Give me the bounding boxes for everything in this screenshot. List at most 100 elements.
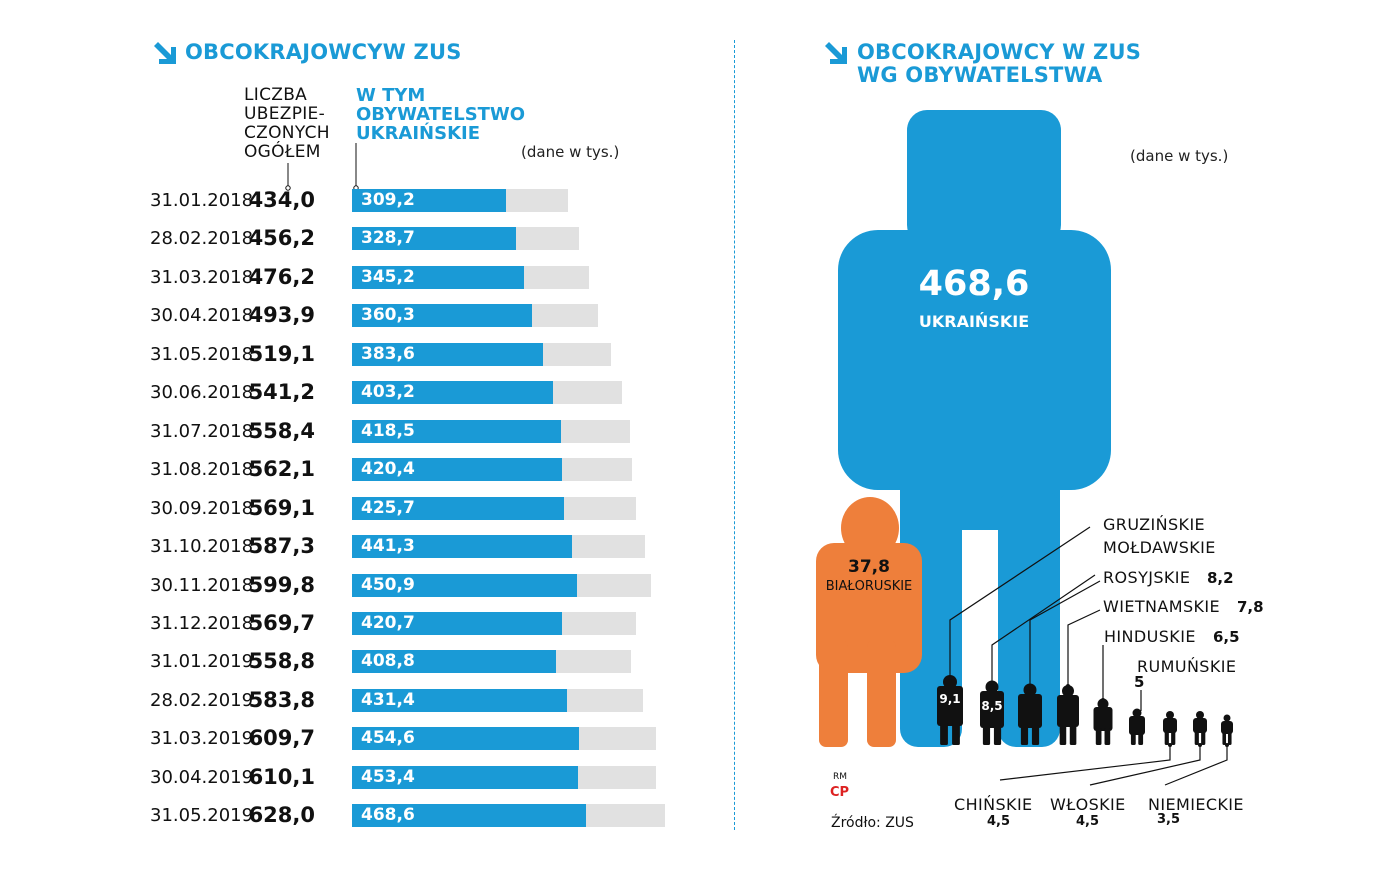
total-value: 610,1 — [248, 764, 315, 789]
figure-rosyjskie — [1018, 683, 1042, 745]
total-value: 569,1 — [248, 495, 315, 520]
bel-value: 37,8 — [848, 557, 890, 577]
bar-ukrainian: 453,4 — [352, 765, 579, 789]
bel-label: BIAŁORUSKIE — [825, 579, 913, 594]
bar-ukrainian: 403,2 — [352, 381, 553, 405]
source-note: Źródło: ZUS — [831, 815, 914, 831]
left-title: OBCOKRAJOWCYW ZUS — [185, 40, 462, 64]
date-label: 31.03.2018 — [150, 266, 254, 288]
belarusian-figure — [816, 497, 922, 747]
header-total-line: LICZBA — [244, 85, 308, 105]
date-label: 30.11.2018 — [150, 574, 254, 596]
bar-ukrainian: 431,4 — [352, 688, 568, 712]
ukr-value: 468,6 — [918, 264, 1030, 304]
leader-lines — [949, 526, 1228, 786]
header-total-line: CZONYCH — [244, 123, 330, 143]
label-rumunskie: RUMUŃSKIE — [1137, 657, 1237, 676]
date-label: 31.05.2019 — [150, 805, 254, 827]
label-hinduskie: HINDUSKIE — [1104, 627, 1196, 646]
date-label: 28.02.2019 — [150, 689, 254, 711]
total-value: 628,0 — [248, 803, 315, 828]
label-wietnamskie: WIETNAMSKIE — [1103, 597, 1221, 616]
bar-ukrainian: 328,7 — [352, 227, 516, 251]
total-value: 493,9 — [248, 303, 315, 328]
date-label: 30.09.2018 — [150, 497, 254, 519]
value-wloskie: 4,5 — [1076, 814, 1100, 829]
bar-ukrainian: 420,4 — [352, 458, 562, 482]
date-label: 31.01.2019 — [150, 651, 254, 673]
header-ukrainian: W TYM OBYWATELSTWO UKRAIŃSKIE — [356, 86, 525, 143]
bar-ukrainian: 441,3 — [352, 535, 572, 559]
leader-dots — [948, 676, 1229, 747]
date-label: 31.05.2018 — [150, 343, 254, 365]
total-value: 519,1 — [248, 341, 315, 366]
date-label: 31.07.2018 — [150, 420, 254, 442]
value-rosyjskie: 8,2 — [1207, 569, 1234, 587]
right-title-line: WG OBYWATELSTWA — [857, 63, 1103, 87]
date-label: 31.01.2018 — [150, 190, 254, 211]
figure-rumunskie — [1129, 708, 1145, 745]
bar-ukrainian: 420,7 — [352, 611, 562, 635]
divider — [734, 40, 735, 830]
total-value: 434,0 — [248, 188, 315, 212]
right-unit: (dane w tys.) — [1130, 147, 1229, 165]
bar-ukrainian: 383,6 — [352, 342, 544, 366]
total-value: 541,2 — [248, 380, 315, 405]
bar-ukrainian: 309,2 — [352, 189, 507, 212]
arrow-icon — [152, 40, 178, 66]
date-label: 30.06.2018 — [150, 382, 254, 404]
label-chinskie: CHIŃSKIE — [954, 795, 1033, 814]
ukr-label: UKRAIŃSKIE — [918, 312, 1030, 331]
total-value: 456,2 — [248, 226, 315, 251]
header-total-line: UBEZPIE- — [244, 104, 326, 124]
value-hinduskie: 6,5 — [1213, 628, 1240, 646]
header-ua-line: OBYWATELSTWO — [356, 104, 526, 125]
date-label: 30.04.2018 — [150, 305, 254, 327]
bar-ukrainian: 408,8 — [352, 650, 556, 674]
bar-ukrainian: 425,7 — [352, 496, 565, 520]
value-wietnamskie: 7,8 — [1237, 598, 1264, 616]
right-title-line: OBCOKRAJOWCY W ZUS — [857, 40, 1142, 64]
arrow-icon — [825, 42, 847, 64]
value-gruzinskie: 9,1 — [939, 692, 961, 706]
left-unit: (dane w tys.) — [521, 143, 620, 161]
date-label: 31.08.2018 — [150, 459, 254, 481]
total-value: 599,8 — [248, 572, 315, 597]
bar-ukrainian: 418,5 — [352, 419, 561, 443]
label-niemieckie: NIEMIECKIE — [1148, 795, 1244, 814]
header-pointers — [285, 143, 359, 191]
bar-ukrainian: 450,9 — [352, 573, 577, 597]
total-value: 569,7 — [248, 610, 315, 635]
date-label: 30.04.2019 — [150, 766, 254, 788]
total-value: 587,3 — [248, 534, 315, 559]
total-value: 558,4 — [248, 418, 315, 443]
date-label: 28.02.2018 — [150, 228, 254, 250]
logo-rm: RM — [833, 772, 848, 782]
total-value: 558,8 — [248, 649, 315, 674]
value-rumunskie: 5 — [1134, 673, 1145, 691]
header-total-line: OGÓŁEM — [244, 142, 321, 162]
logo-cp: CP — [830, 785, 850, 800]
label-gruzinskie: GRUZIŃSKIE — [1103, 515, 1206, 534]
small-figures — [937, 675, 1233, 745]
bar-ukrainian: 360,3 — [352, 304, 532, 328]
people-infographic — [816, 110, 1233, 786]
figure-wloskie — [1193, 711, 1207, 745]
value-chinskie: 4,5 — [987, 814, 1011, 829]
header-ua-line: W TYM — [356, 85, 426, 106]
date-label: 31.12.2018 — [150, 612, 254, 634]
date-label: 31.03.2019 — [150, 728, 254, 750]
figure-hinduskie — [1093, 698, 1113, 745]
figure-moldawskie — [980, 680, 1004, 745]
header-total: LICZBA UBEZPIE- CZONYCH OGÓŁEM — [244, 86, 330, 162]
total-value: 583,8 — [248, 687, 315, 712]
bar-ukrainian: 454,6 — [352, 727, 579, 751]
value-niemieckie: 3,5 — [1157, 812, 1181, 827]
total-value: 476,2 — [248, 264, 315, 289]
figure-gruzinskie — [937, 675, 963, 745]
label-rosyjskie: ROSYJSKIE — [1103, 568, 1191, 587]
total-value: 562,1 — [248, 457, 315, 482]
figure-wietnamskie — [1057, 685, 1079, 745]
label-wloskie: WŁOSKIE — [1050, 795, 1126, 814]
figure-niemieckie — [1221, 714, 1233, 745]
